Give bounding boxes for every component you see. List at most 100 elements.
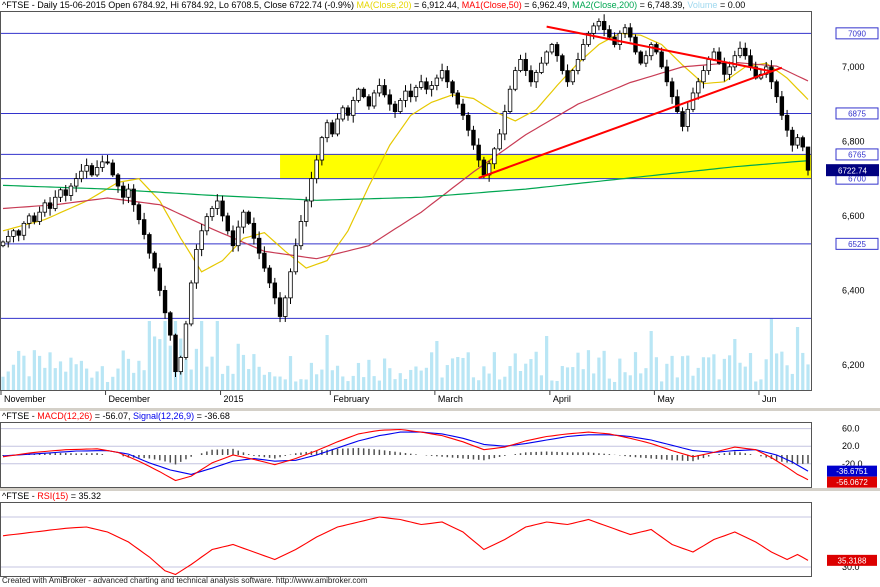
candle-body [79, 170, 84, 180]
candle-body [194, 249, 199, 284]
candle [669, 77, 675, 104]
candle-body [173, 334, 178, 373]
volume-bar [252, 354, 256, 391]
candle [293, 238, 298, 275]
candle [445, 65, 450, 88]
rsi-value-badge: 35.3188 [827, 554, 877, 566]
candle [392, 100, 398, 118]
candle [413, 84, 419, 102]
volume-bar [69, 357, 73, 391]
candle-body [267, 267, 272, 284]
candle-body [32, 215, 37, 222]
candle-body [94, 167, 100, 176]
panel-divider[interactable] [0, 488, 880, 491]
volume-bar [304, 379, 308, 391]
rsi-plot-border [0, 502, 812, 577]
volume-bar [6, 371, 10, 391]
candle-body [272, 282, 278, 299]
trendline [478, 66, 783, 179]
candle-body [215, 200, 220, 209]
candle-body [648, 44, 654, 57]
volume-bar [497, 379, 502, 391]
hlines-layer [0, 32, 812, 319]
candle [178, 355, 183, 375]
volume-bar [754, 381, 758, 391]
volume-bar [435, 341, 439, 391]
rsi-plot-area[interactable] [0, 502, 812, 577]
volume-bar [288, 356, 293, 391]
candle-body [110, 162, 115, 176]
candle-body [607, 29, 612, 38]
candle-body [586, 32, 591, 45]
candle [251, 217, 257, 245]
title-segment: MA2(Close,200) [572, 0, 638, 10]
candle-body [669, 81, 675, 98]
candle [262, 246, 267, 272]
price-plot-area[interactable] [0, 11, 812, 391]
rsi-line [2, 516, 809, 576]
volume-bar [403, 378, 408, 391]
candle-body [37, 211, 42, 222]
candle [800, 135, 805, 152]
candle-body [288, 271, 293, 299]
candle [492, 146, 497, 169]
volume-bar [633, 352, 638, 391]
volume-bar [283, 379, 287, 391]
candle [805, 146, 811, 176]
volume-bar [775, 353, 779, 391]
candle [303, 196, 309, 227]
last-price-badge-box [826, 164, 879, 177]
candle [455, 89, 460, 109]
candle-body [335, 118, 340, 135]
candle [131, 184, 136, 212]
candle-body [445, 70, 450, 83]
candle [277, 292, 283, 323]
candle [565, 64, 570, 87]
candle-body [236, 226, 241, 247]
macd-axis-label: -20.0 [842, 459, 863, 469]
candle-body [68, 185, 74, 196]
volume-bar [351, 375, 355, 391]
volume-bar [461, 357, 465, 391]
candle-body [314, 159, 319, 180]
volume-bar [644, 368, 648, 391]
macd-histogram [2, 447, 809, 465]
candle [110, 159, 115, 178]
candle [345, 105, 351, 121]
macd-signal-badge: -36.6751 [827, 465, 877, 477]
candle [152, 251, 157, 272]
candle-body [439, 70, 445, 79]
ma200-line [2, 160, 809, 201]
price-axis-label: 6,800 [842, 136, 865, 146]
candle [434, 74, 440, 91]
candle [183, 320, 189, 360]
candle-body [345, 107, 351, 116]
candle-body [283, 297, 288, 317]
candle [523, 52, 528, 76]
volume-bar [315, 374, 319, 391]
candle [638, 50, 643, 66]
panel-divider[interactable] [0, 408, 880, 411]
volume-bar [220, 373, 225, 391]
candle [267, 265, 272, 289]
candle-body [601, 21, 607, 31]
candle [424, 77, 429, 95]
candle-body [769, 66, 774, 83]
candle-body [554, 44, 560, 57]
candle [288, 268, 293, 304]
volume-bar [675, 377, 679, 391]
footer-credit: Created with AmiBroker - advanced charti… [2, 576, 368, 585]
title-segment: = 0.00 [717, 0, 746, 10]
macd-signal-badge-box [827, 465, 877, 477]
candle [617, 30, 623, 50]
volume-bar [11, 364, 16, 391]
volume-bar [27, 376, 31, 391]
volume-bar [215, 321, 219, 391]
candle-body [225, 215, 230, 232]
volume-bar [85, 368, 89, 391]
candle [225, 212, 230, 235]
candle-body [413, 86, 419, 98]
candle [47, 197, 53, 216]
volume-bar [539, 375, 544, 391]
